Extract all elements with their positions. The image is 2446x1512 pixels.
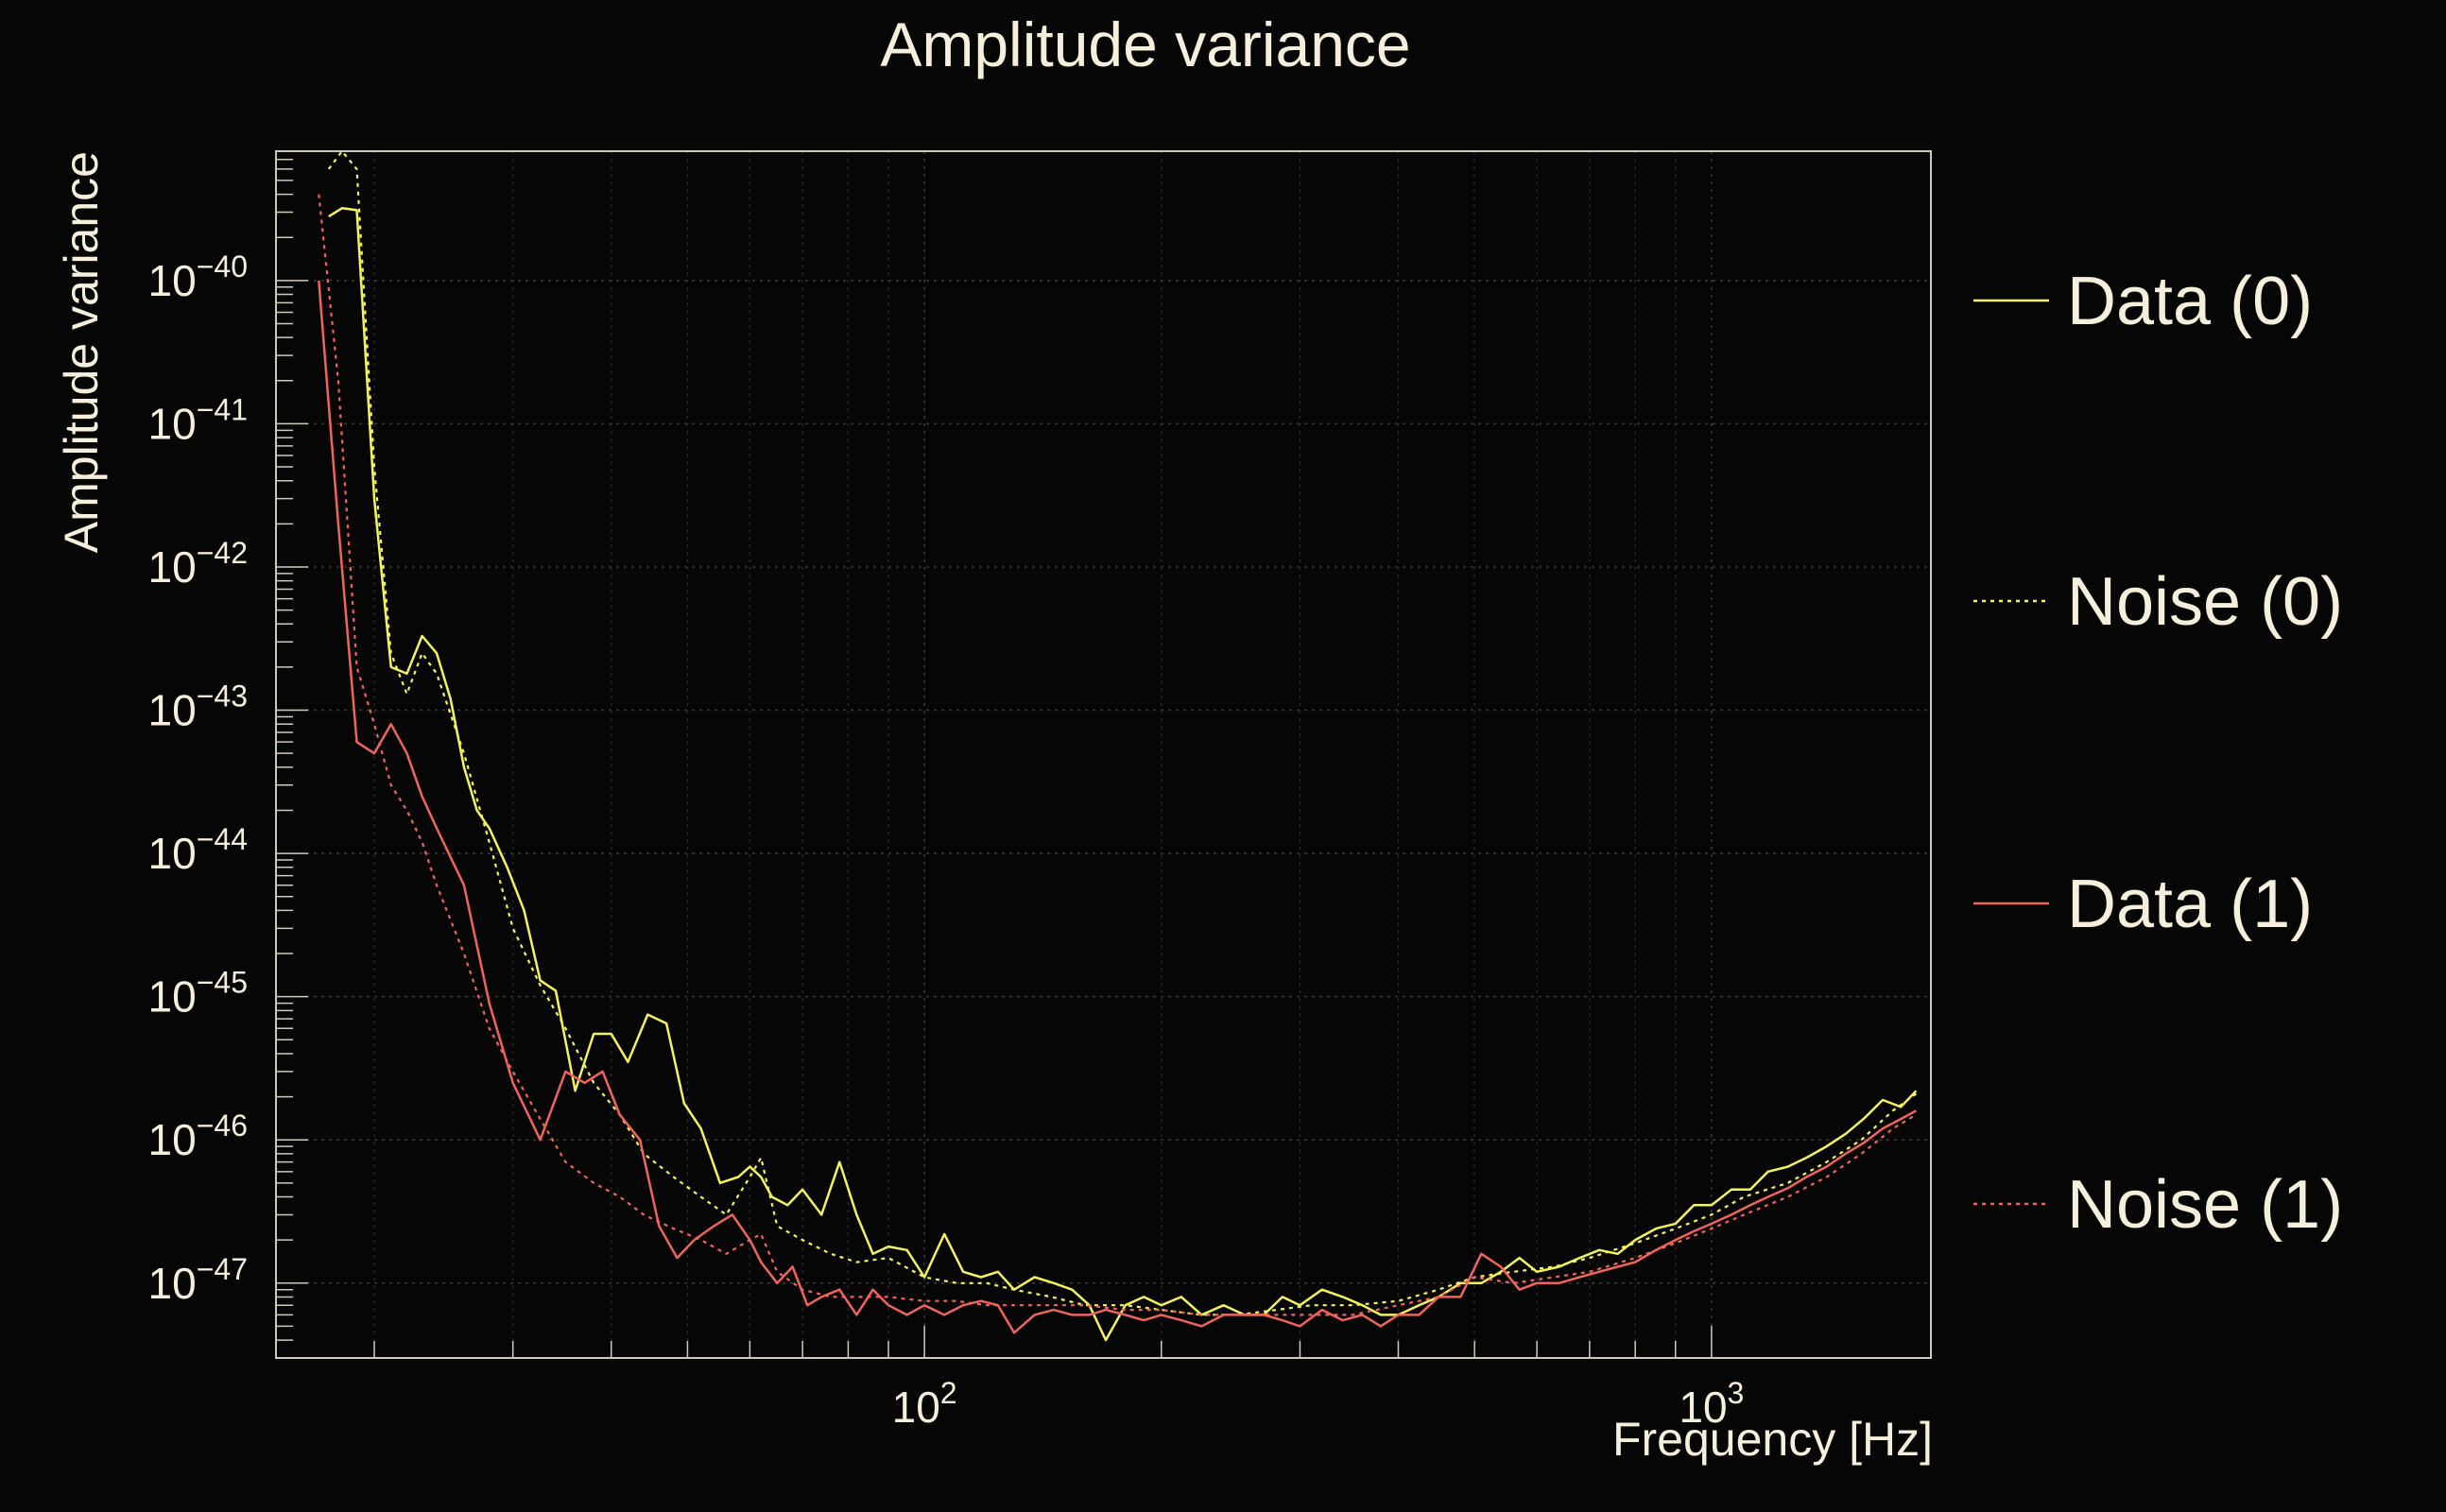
axes: 10−40 10−41 10−42 10−43 10−44 10−45 10−46 10−47… (148, 150, 1932, 1432)
y-tick-label: 10−42 (148, 536, 248, 592)
series-line-1 (328, 207, 1918, 1342)
y-tick-label: 10−41 (148, 392, 248, 448)
x-axis-label: Frequency [Hz] (1612, 1413, 1933, 1466)
legend-label-2: Noise (0) (2067, 564, 2343, 640)
chart-title: Amplitude variance (880, 9, 1410, 79)
y-tick-label: 10−44 (148, 822, 248, 878)
y-tick-label: 10−45 (148, 966, 248, 1022)
y-axis-label: Amplitude variance (55, 151, 108, 553)
legend-label-1: Data (0) (2067, 264, 2313, 339)
y-tick-label: 10−40 (148, 249, 248, 305)
legend: Data (0) Noise (0) Data (1) Noise (1) (1973, 264, 2343, 1243)
x-tick-label: 102 (892, 1376, 957, 1432)
series-lines (318, 149, 1918, 1342)
y-tick-label: 10−47 (148, 1252, 248, 1308)
x-tick-label: 103 (1679, 1376, 1744, 1432)
series-line-3 (318, 280, 1917, 1334)
legend-label-3: Data (1) (2067, 867, 2313, 942)
grid-lines (276, 151, 1931, 1358)
legend-label-4: Noise (1) (2067, 1167, 2343, 1243)
y-tick-label: 10−43 (148, 679, 248, 735)
y-tick-label: 10−46 (148, 1108, 248, 1164)
plot-frame (275, 150, 1932, 1359)
